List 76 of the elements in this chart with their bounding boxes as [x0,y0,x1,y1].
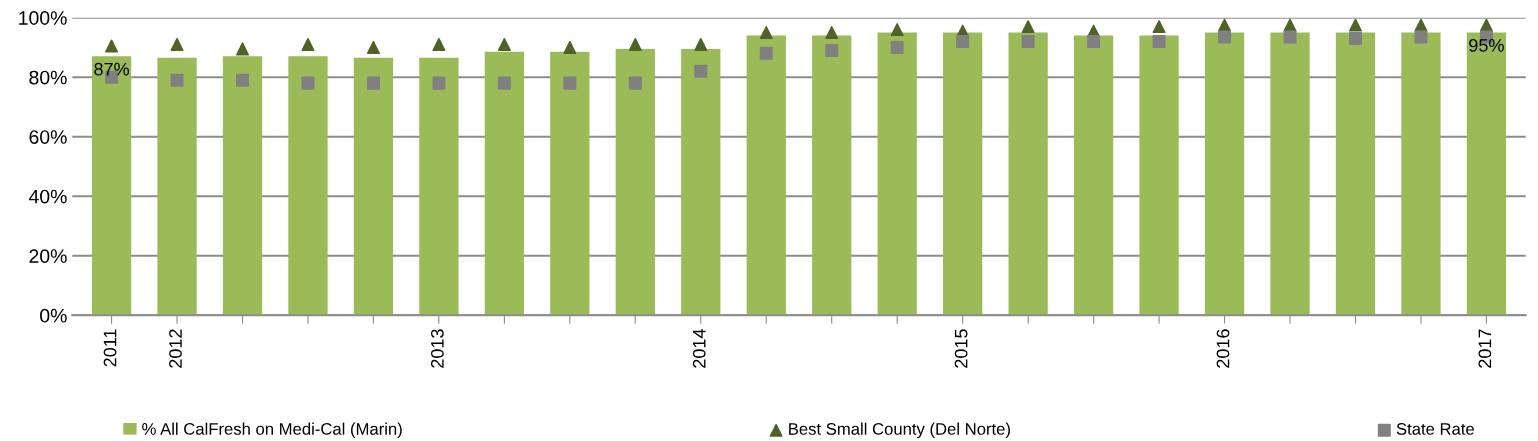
bar [484,51,525,316]
point [628,76,642,90]
bar [1073,35,1114,316]
point [1348,18,1362,32]
point [105,39,119,53]
point [890,40,904,54]
point [1414,30,1428,44]
point [236,73,250,87]
bar [91,56,132,316]
point [1021,20,1035,34]
point [366,76,380,90]
point [1283,30,1297,44]
point [759,46,773,60]
bar [419,57,459,316]
point [956,34,970,48]
point [1218,30,1232,44]
bar [1335,32,1376,316]
y-tick-label: 40% [28,189,67,204]
x-tick-label: 2014 [692,329,706,368]
bar [877,32,917,316]
bar [1139,35,1179,316]
bar [943,32,983,316]
x-tick-label: 2013 [430,329,444,368]
point [890,23,904,37]
bar [550,51,590,316]
point [628,37,642,51]
x-tick-label: 2011 [103,329,117,367]
point [432,76,446,90]
x-tick-label: 2015 [954,329,968,368]
point [694,64,708,78]
x-tick-label: 2012 [169,329,182,368]
point [170,73,184,87]
y-tick-label: 80% [29,70,67,85]
point [759,26,773,40]
legend-label: Best Small County (Del Norte) [789,422,1010,439]
point [497,37,511,51]
point [694,37,708,51]
point [1152,20,1166,34]
point [432,37,446,51]
y-tick-label: 20% [29,249,67,264]
bar [157,57,197,316]
bar [1204,32,1245,316]
bar [812,35,852,316]
point [170,37,184,51]
data-label: 95% [1469,38,1504,52]
bar [1401,32,1441,316]
x-tick-label: 2016 [1216,329,1230,368]
y-tick-label: 60% [29,130,67,144]
point [301,76,315,90]
bar [353,57,394,316]
bar [681,48,721,316]
bar [1466,32,1507,316]
point [563,76,577,90]
bar [288,56,328,316]
bar [615,48,655,316]
point [825,43,839,57]
legend-label: State Rate [1396,423,1474,435]
x-tick-label: 2017 [1478,329,1492,368]
point [825,26,839,40]
y-tick-label: 0% [40,308,67,323]
point [366,40,380,54]
point [1021,34,1035,48]
data-label: 87% [94,62,129,76]
bar [1270,32,1310,316]
bar [746,35,786,316]
point [497,76,511,90]
legend-label: % All CalFresh on Medi-Cal (Marin) [142,422,402,439]
bar [222,56,263,316]
point [301,37,315,51]
y-tick-label: 100% [19,11,67,25]
point [236,42,250,56]
bar [1008,32,1048,316]
point [1348,31,1362,45]
point [563,40,577,54]
point [1087,34,1101,48]
point [1152,34,1166,48]
